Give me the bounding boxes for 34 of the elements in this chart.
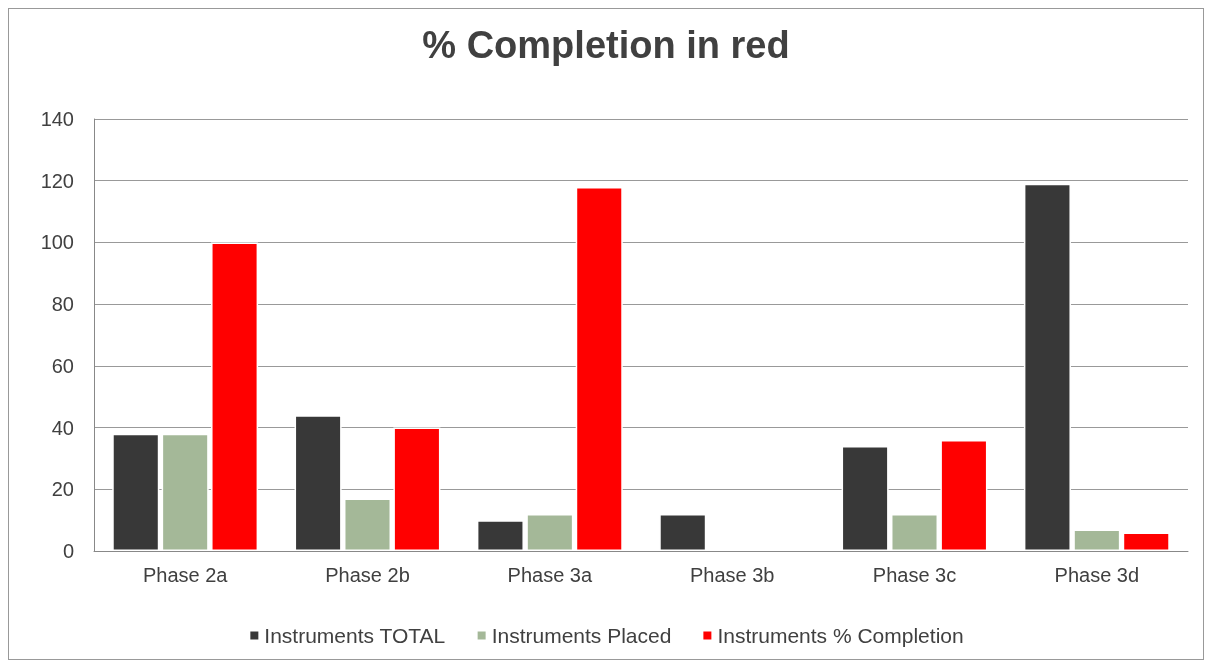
bar — [1122, 532, 1170, 551]
y-tick-label: 80 — [51, 293, 74, 316]
bar — [343, 498, 392, 551]
legend-label: Instruments % Completion — [717, 624, 964, 647]
y-tick-label: 60 — [51, 354, 74, 377]
legend-label: Instruments TOTAL — [264, 624, 446, 647]
y-tick-label: 100 — [40, 231, 74, 254]
bar — [575, 186, 623, 551]
bar — [1023, 183, 1071, 551]
x-tick-label: Phase 2b — [325, 564, 410, 586]
bar — [211, 242, 259, 551]
bar — [112, 433, 160, 551]
x-tick-label: Phase 3d — [1054, 564, 1140, 586]
x-tick-label: Phase 3a — [507, 564, 593, 586]
bar — [393, 427, 441, 551]
y-tick-label: 40 — [51, 416, 74, 439]
bar — [659, 513, 707, 551]
bar — [1073, 529, 1121, 551]
y-tick-label: 0 — [62, 540, 74, 562]
chart-title: % Completion in red — [422, 24, 790, 66]
legend-label: Instruments Placed — [491, 624, 672, 647]
bar — [161, 433, 209, 551]
bar — [841, 446, 889, 551]
bar — [294, 415, 342, 551]
y-tick-label: 120 — [40, 169, 74, 192]
y-tick-label: 140 — [40, 108, 74, 130]
bar — [940, 439, 988, 551]
bar — [890, 513, 939, 551]
x-tick-label: Phase 2a — [142, 564, 229, 586]
x-tick-label: Phase 3c — [872, 564, 957, 586]
bar — [476, 520, 524, 551]
y-tick-label: 20 — [51, 478, 74, 501]
x-tick-label: Phase 3b — [689, 564, 775, 586]
bar — [526, 513, 574, 551]
